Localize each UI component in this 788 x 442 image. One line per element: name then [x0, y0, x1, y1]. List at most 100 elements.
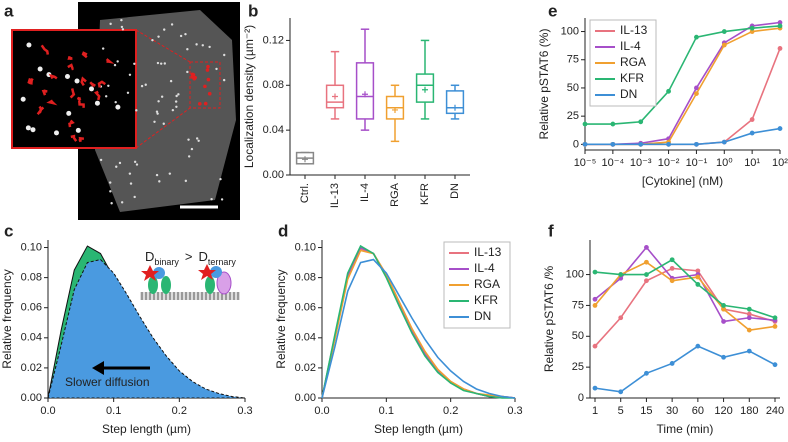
y-tick-label: 0.06: [295, 302, 316, 314]
spot: [190, 147, 194, 151]
spot: [120, 201, 124, 204]
spot: [201, 44, 204, 47]
spot: [140, 84, 144, 88]
spot: [120, 18, 123, 22]
y-axis-label: Relative frequency: [274, 269, 288, 368]
panel-label: a: [4, 1, 14, 20]
track-spot: [206, 77, 211, 82]
y-axis-label: Relative frequency: [0, 269, 14, 368]
inset-label: Dbinary > Dternary: [145, 249, 236, 267]
data-point: [618, 389, 624, 395]
data-point: [694, 34, 699, 40]
x-tick-label: IL-4: [359, 183, 371, 202]
data-point: [644, 245, 649, 250]
spot: [174, 100, 178, 103]
spot: [109, 181, 112, 184]
spot: [155, 110, 159, 113]
data-point: [695, 282, 701, 287]
spot: [64, 73, 70, 79]
legend-label: DN: [620, 87, 637, 101]
data-point: [721, 42, 727, 48]
data-point: [695, 268, 701, 274]
data-point: [694, 141, 699, 147]
mean-marker: [332, 93, 338, 100]
spot: [177, 93, 180, 96]
y-tick-label: 0.00: [295, 392, 316, 404]
data-point: [644, 278, 649, 284]
data-point: [582, 121, 588, 127]
track-spot: [205, 68, 210, 72]
y-tick-label: 0.00: [21, 392, 42, 404]
panel-label: b: [248, 1, 258, 20]
data-point: [777, 20, 783, 25]
track: [80, 76, 87, 87]
x-axis-label: Step length (µm): [374, 422, 463, 436]
x-tick-label: KFR: [419, 183, 431, 205]
spot: [118, 161, 122, 165]
track: [76, 96, 82, 102]
spot: [179, 34, 183, 38]
legend-label: RGA: [620, 55, 646, 69]
spot: [151, 38, 154, 42]
x-tick-label: DN: [449, 183, 461, 199]
data-point: [746, 306, 752, 312]
spot: [195, 43, 198, 46]
spot: [215, 67, 218, 71]
x-tick-label: 0.0: [314, 405, 329, 417]
data-point: [592, 303, 598, 308]
mean-marker: [392, 106, 398, 113]
data-point: [777, 23, 783, 29]
spot: [160, 95, 164, 98]
data-point: [644, 370, 649, 376]
track: [40, 44, 50, 55]
data-point: [638, 141, 644, 147]
spot: [186, 70, 189, 74]
annotation: Slower diffusion: [65, 375, 150, 389]
x-tick-label: 10⁻²: [658, 157, 680, 169]
panel-label: d: [278, 221, 288, 240]
spot: [210, 197, 213, 201]
data-point: [721, 139, 727, 145]
track: [77, 100, 85, 108]
y-tick-label: 0.08: [21, 272, 42, 284]
track: [81, 51, 88, 59]
data-point: [669, 265, 675, 271]
x-tick-label: 5: [618, 405, 624, 417]
spot: [171, 108, 175, 112]
data-point: [749, 130, 755, 136]
x-tick-label: 0.1: [106, 405, 121, 417]
mean-marker: [362, 91, 368, 98]
track-spot: [207, 91, 212, 96]
series-line: [594, 258, 776, 319]
data-point: [746, 348, 752, 354]
data-point: [610, 141, 616, 147]
y-tick-label: 0.04: [263, 124, 284, 136]
x-tick-label: Ctrl.: [299, 183, 311, 203]
spot: [208, 45, 211, 49]
spots: [20, 18, 226, 205]
x-tick-label: 180: [740, 405, 758, 417]
series-line: [321, 258, 516, 399]
data-point: [618, 272, 624, 277]
track: [105, 58, 115, 64]
spot: [220, 198, 224, 201]
spot: [74, 78, 80, 84]
track: [36, 105, 43, 115]
y-tick-label: 0.08: [263, 79, 284, 91]
spot: [113, 63, 117, 67]
x-tick-label: 10⁻⁴: [601, 157, 624, 169]
inset-text: D: [145, 249, 154, 264]
spot: [25, 125, 31, 131]
data-point: [669, 278, 675, 284]
data-point: [618, 315, 624, 321]
x-tick-label: 1: [592, 405, 598, 417]
data-point: [666, 88, 671, 94]
data-point: [772, 315, 778, 321]
track: [97, 80, 106, 88]
spot: [26, 42, 32, 48]
data-point: [749, 117, 755, 122]
spot: [163, 62, 167, 65]
x-tick-label: 60: [692, 405, 704, 417]
x-tick-label: 240: [766, 405, 784, 417]
zoom-line: [135, 29, 191, 63]
